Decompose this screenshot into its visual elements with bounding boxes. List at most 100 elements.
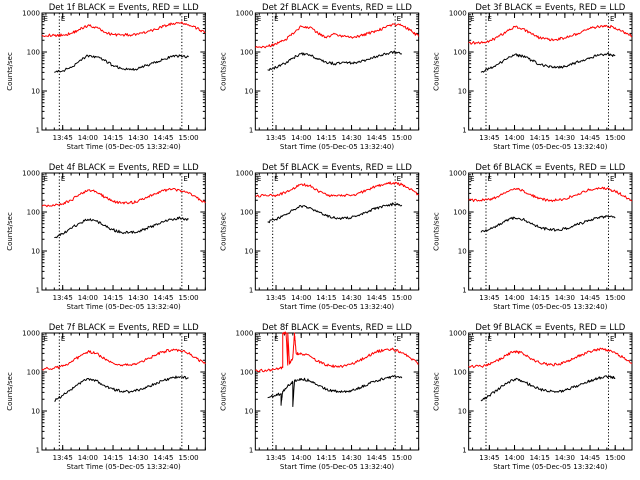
y-tick-label: 10: [458, 408, 467, 416]
plot-frame: [254, 332, 420, 451]
x-axis-label: Start Time (05-Dec-05 13:32:40): [280, 143, 394, 151]
y-tick-label: 1000: [236, 10, 254, 18]
x-tick-label: 14:30: [555, 294, 575, 302]
start-marker-label: E: [470, 175, 474, 183]
y-axis-label: Counts/sec: [6, 372, 14, 411]
x-tick-label: 14:00: [291, 454, 311, 462]
y-tick-label: 1000: [449, 330, 467, 338]
plot-frame: [254, 172, 420, 291]
x-tick-label: 14:15: [316, 134, 336, 142]
x-tick-label: 14:00: [291, 294, 311, 302]
y-tick-label: 100: [453, 369, 466, 377]
start-marker-label: E: [257, 175, 261, 183]
lld-series-line: [255, 181, 419, 198]
x-tick-label: 14:45: [367, 134, 387, 142]
x-tick-label: 13:45: [53, 454, 73, 462]
y-tick-label: 1: [249, 287, 253, 295]
time-marker-label: E: [183, 335, 187, 343]
x-tick-label: 14:15: [530, 454, 550, 462]
x-axis-label: Start Time (05-Dec-05 13:32:40): [280, 463, 394, 471]
x-tick-label: 14:30: [341, 294, 361, 302]
x-tick-label: 14:00: [504, 294, 524, 302]
x-axis-label: Start Time (05-Dec-05 13:32:40): [493, 143, 607, 151]
y-tick-label: 1000: [22, 10, 40, 18]
plot-frame: [41, 172, 206, 291]
x-tick-label: 14:45: [580, 134, 600, 142]
time-marker-label: E: [183, 15, 187, 23]
x-tick-label: 14:00: [78, 294, 98, 302]
start-marker-label: E: [257, 15, 261, 23]
x-tick-label: 14:30: [341, 454, 361, 462]
events-series-line: [267, 50, 402, 71]
x-tick-label: 14:00: [504, 134, 524, 142]
y-tick-label: 1: [36, 287, 40, 295]
lld-series-line: [41, 21, 206, 38]
x-tick-label: 14:45: [580, 454, 600, 462]
plot-frame: [468, 172, 633, 291]
y-tick-label: 1: [462, 127, 466, 135]
y-axis-label: Counts/sec: [433, 52, 441, 91]
y-tick-label: 100: [453, 209, 466, 217]
detector-panel-3: Det 3f BLACK = Events, RED = LLD 1 10 100 10…: [433, 3, 633, 151]
x-tick-label: 14:30: [128, 454, 148, 462]
y-tick-label: 1: [462, 447, 466, 455]
x-tick-label: 14:15: [103, 454, 123, 462]
panel-title: Det 7f BLACK = Events, RED = LLD: [49, 323, 199, 333]
x-tick-label: 13:45: [53, 294, 73, 302]
events-series-line: [267, 375, 403, 408]
y-tick-label: 100: [453, 49, 466, 57]
start-marker-label: E: [257, 335, 261, 343]
lld-series-line: [468, 347, 633, 369]
time-marker-label: E: [61, 175, 65, 183]
start-marker-label: E: [44, 15, 48, 23]
start-marker-label: E: [44, 175, 48, 183]
time-marker-label: E: [487, 335, 491, 343]
x-tick-label: 15:00: [178, 134, 198, 142]
lld-series-line: [468, 24, 633, 45]
y-tick-label: 1: [249, 447, 253, 455]
y-tick-label: 100: [27, 369, 40, 377]
y-tick-label: 1: [36, 447, 40, 455]
start-marker-label: E: [470, 335, 474, 343]
y-tick-label: 100: [240, 49, 253, 57]
x-tick-label: 14:45: [367, 454, 387, 462]
time-marker-label: E: [610, 175, 614, 183]
x-tick-label: 13:45: [479, 454, 499, 462]
y-tick-label: 1: [462, 287, 466, 295]
x-tick-label: 14:30: [555, 454, 575, 462]
panel-title: Det 4f BLACK = Events, RED = LLD: [49, 163, 199, 173]
x-tick-label: 13:45: [479, 294, 499, 302]
x-tick-label: 14:45: [153, 134, 173, 142]
detector-panel-1: Det 1f BLACK = Events, RED = LLD 1 10 100 10…: [6, 3, 206, 151]
detector-panel-2: Det 2f BLACK = Events, RED = LLD 1 10 100 10…: [219, 3, 420, 151]
detector-panel-9: Det 9f BLACK = Events, RED = LLD 1 10 100 10…: [433, 323, 633, 471]
y-tick-label: 1000: [236, 330, 254, 338]
time-marker-label: E: [274, 335, 278, 343]
x-tick-label: 14:45: [153, 454, 173, 462]
x-tick-label: 14:30: [341, 134, 361, 142]
y-tick-label: 100: [27, 49, 40, 57]
start-marker-label: E: [44, 335, 48, 343]
lld-series-line: [41, 348, 206, 371]
time-marker-label: E: [61, 335, 65, 343]
y-tick-label: 1000: [449, 10, 467, 18]
time-marker-label: E: [397, 15, 401, 23]
x-tick-label: 15:00: [178, 294, 198, 302]
x-tick-label: 15:00: [392, 134, 412, 142]
time-marker-label: E: [61, 15, 65, 23]
detector-panel-6: Det 6f BLACK = Events, RED = LLD 1 10 100 10…: [433, 163, 633, 311]
y-axis-label: Counts/sec: [219, 52, 227, 91]
x-tick-label: 14:15: [103, 134, 123, 142]
y-tick-label: 1: [249, 127, 253, 135]
x-tick-label: 14:30: [128, 134, 148, 142]
plot-frame: [254, 12, 420, 131]
events-series-line: [480, 215, 616, 233]
x-axis-label: Start Time (05-Dec-05 13:32:40): [493, 463, 607, 471]
x-tick-label: 14:15: [316, 294, 336, 302]
x-tick-label: 15:00: [605, 454, 625, 462]
y-tick-label: 1: [36, 127, 40, 135]
events-series-line: [267, 202, 403, 224]
y-tick-label: 10: [244, 88, 253, 96]
x-tick-label: 14:15: [316, 454, 336, 462]
